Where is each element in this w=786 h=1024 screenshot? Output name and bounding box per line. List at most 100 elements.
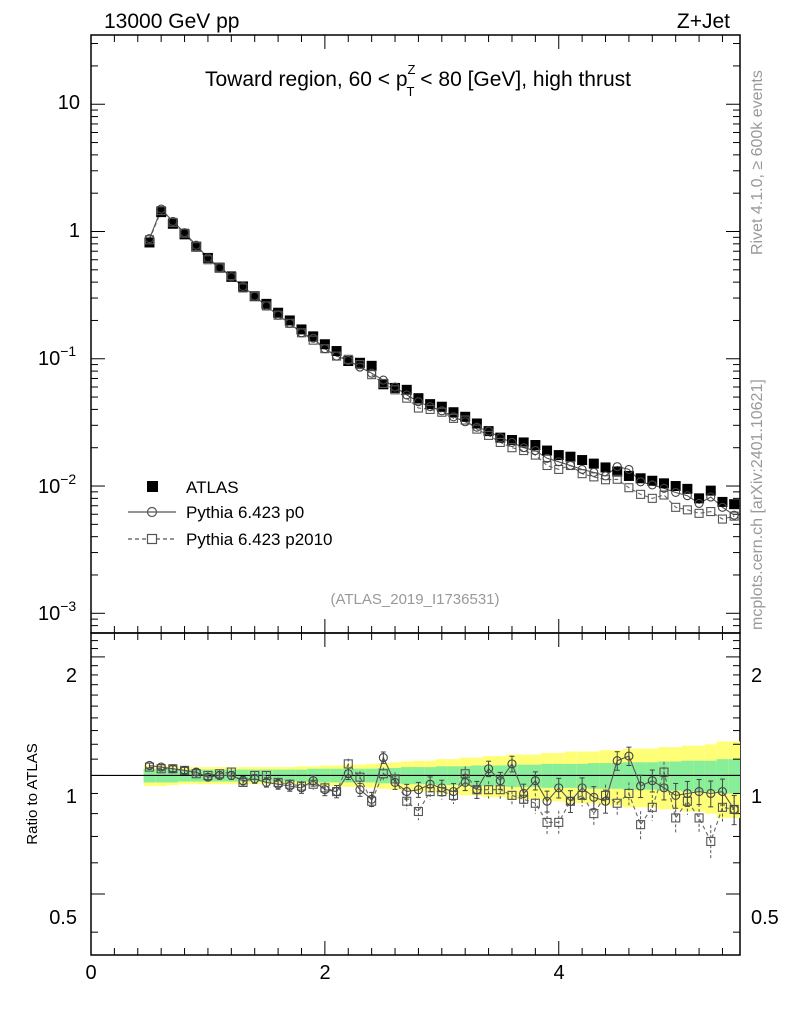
p0-point xyxy=(671,487,681,498)
plot-title: Toward region, 60 < pZ T < 80 [GeV], high… xyxy=(205,62,631,99)
ratio-p0-point xyxy=(402,787,412,797)
p2010-point xyxy=(612,474,622,484)
ratio-p0-point xyxy=(519,788,529,799)
atlas-point xyxy=(343,356,354,367)
ratio-p2010-point xyxy=(542,817,552,827)
atlas-point xyxy=(191,241,202,252)
side-label-top: Rivet 4.1.0, ≥ 600k events xyxy=(749,70,766,255)
ratio-p2010-point xyxy=(390,774,400,784)
p0-point xyxy=(261,301,271,311)
legend-atlas-label: ATLAS xyxy=(186,478,239,497)
p2010-point xyxy=(484,430,494,440)
atlas-point xyxy=(682,483,693,494)
p0-point xyxy=(717,502,728,512)
ratio-p0-point xyxy=(671,790,681,800)
atlas-point xyxy=(167,218,178,229)
ratio-p0-point xyxy=(717,787,728,797)
ratio-p2010-point xyxy=(554,817,564,827)
main-series xyxy=(144,204,740,524)
x-tick-labels: 0 2 4 xyxy=(85,962,564,984)
ratio-p0-point xyxy=(308,776,318,786)
atlas-point xyxy=(553,450,564,461)
atlas-point xyxy=(623,470,634,481)
ratio-p2010-point xyxy=(600,790,611,800)
p2010-point xyxy=(402,393,412,403)
p2010-point xyxy=(694,508,704,518)
ratio-p0-point xyxy=(285,781,295,791)
p0-point xyxy=(390,382,400,392)
ratio-p0-point xyxy=(168,764,178,774)
p2010-point xyxy=(519,446,529,456)
p0-point xyxy=(484,426,494,436)
band-green-49 xyxy=(716,759,729,794)
header-left: 13000 GeV pp xyxy=(104,10,239,33)
p0-point xyxy=(519,443,529,453)
ratio-p2010-point xyxy=(355,772,365,782)
ratio-p0-point xyxy=(343,769,353,779)
p2010-point xyxy=(671,502,681,512)
p2010-point xyxy=(636,489,646,499)
ratio-p2010-point xyxy=(250,770,260,781)
atlas-point xyxy=(179,229,190,240)
ratio-p2010-point xyxy=(413,806,423,817)
p0-point xyxy=(378,375,388,385)
y-tick-label-10: 10 xyxy=(58,92,80,114)
band-green-46 xyxy=(681,760,694,792)
ratio-p0-point xyxy=(495,776,505,786)
ratio-p2010-point xyxy=(647,802,657,812)
atlas-point xyxy=(249,291,260,302)
p0-point xyxy=(402,390,412,400)
ratio-p0-point xyxy=(706,788,716,799)
atlas-point xyxy=(202,252,213,263)
atlas-point xyxy=(495,432,506,443)
p0-point xyxy=(706,492,716,502)
ratio-p0-point xyxy=(589,792,599,802)
ratio-tick-label-right-1: 1 xyxy=(751,786,762,808)
title-sup: Z xyxy=(408,62,416,77)
ratio-p2010-point xyxy=(694,813,704,823)
atlas-point xyxy=(214,262,225,273)
ratio-p2010-point xyxy=(706,836,716,846)
ratio-p2010-point xyxy=(484,785,494,795)
atlas-point xyxy=(156,207,167,218)
ratio-p0-point xyxy=(144,760,155,771)
atlas-point xyxy=(296,324,307,335)
ratio-p0-point xyxy=(203,772,213,782)
ratio-tick-label-right-0.5: 0.5 xyxy=(751,907,779,929)
p2010-point xyxy=(390,385,400,395)
p2010-point xyxy=(577,469,587,479)
atlas-point xyxy=(658,478,669,489)
atlas-point xyxy=(401,384,412,395)
atlas-point xyxy=(284,315,295,326)
p0-point xyxy=(203,253,213,263)
y-tick-label-1e-1: 10−1 xyxy=(38,343,76,370)
p0-point xyxy=(565,460,575,471)
axis-ticks xyxy=(90,35,740,955)
ratio-p2010-line xyxy=(149,762,735,843)
ratio-p2010-point xyxy=(530,798,540,808)
atlas-point xyxy=(717,496,728,507)
atlas-point xyxy=(588,458,599,469)
ratio-p2010-point xyxy=(402,796,412,806)
p2010-point xyxy=(495,437,505,447)
p0-point xyxy=(413,397,423,407)
p0-point xyxy=(659,483,669,493)
p2010-line xyxy=(148,209,735,520)
ratio-y-label: Ratio to ATLAS xyxy=(24,743,41,844)
x-tick-label-0: 0 xyxy=(85,962,96,984)
p2010-point xyxy=(530,450,540,460)
ratio-series xyxy=(144,746,739,860)
atlas-point xyxy=(518,437,529,448)
p0-point xyxy=(507,437,517,447)
p0-point xyxy=(460,417,470,427)
p0-point xyxy=(179,228,190,238)
ratio-p2010-point xyxy=(624,788,634,799)
p2010-point xyxy=(706,507,716,517)
ratio-p0-point xyxy=(472,785,482,795)
ratio-p0-point xyxy=(378,753,388,763)
y-tick-label-1e-2: 10−2 xyxy=(38,471,76,498)
p2010-point xyxy=(355,360,365,370)
ratio-p0-point xyxy=(261,777,271,787)
ratio-p0-point xyxy=(179,765,190,775)
atlas-point xyxy=(577,455,588,466)
